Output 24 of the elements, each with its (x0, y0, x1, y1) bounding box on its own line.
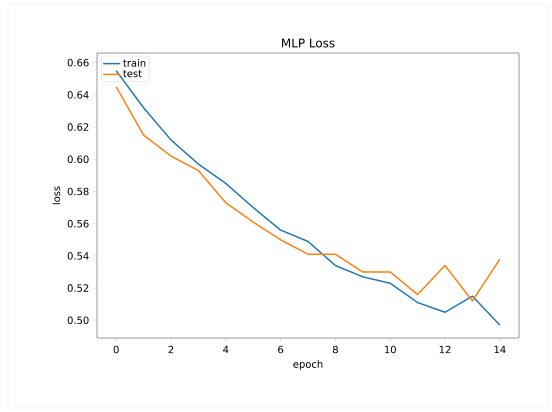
y-tick-label: 0.52 (68, 284, 88, 292)
line-series (115, 86, 501, 302)
x-tick-label: 0 (114, 346, 119, 354)
x-tick-label: 2 (168, 346, 174, 354)
y-tick-label: 0.62 (68, 123, 88, 131)
line-series (115, 70, 501, 326)
y-tick-label: 0.58 (68, 188, 89, 196)
y-axis-title: loss (52, 186, 60, 204)
x-tick-label: 4 (223, 346, 228, 354)
x-tick-label: 12 (440, 346, 450, 354)
legend-label: test (123, 70, 142, 78)
y-tick-label: 0.56 (68, 220, 89, 228)
x-tick-label: 8 (332, 346, 338, 354)
y-tick-label: 0.64 (68, 91, 89, 99)
legend-label: train (123, 59, 146, 67)
y-tick-label: 0.50 (68, 316, 89, 324)
x-tick-label: 14 (494, 346, 506, 354)
y-tick-label: 0.60 (68, 155, 89, 164)
x-tick-label: 10 (384, 346, 396, 354)
x-tick-label: 6 (278, 346, 284, 354)
y-tick-label: 0.54 (68, 252, 89, 260)
x-axis-title: epoch (293, 360, 322, 370)
chart-title: MLP Loss (282, 38, 335, 48)
y-tick-label: 0.66 (68, 58, 89, 66)
